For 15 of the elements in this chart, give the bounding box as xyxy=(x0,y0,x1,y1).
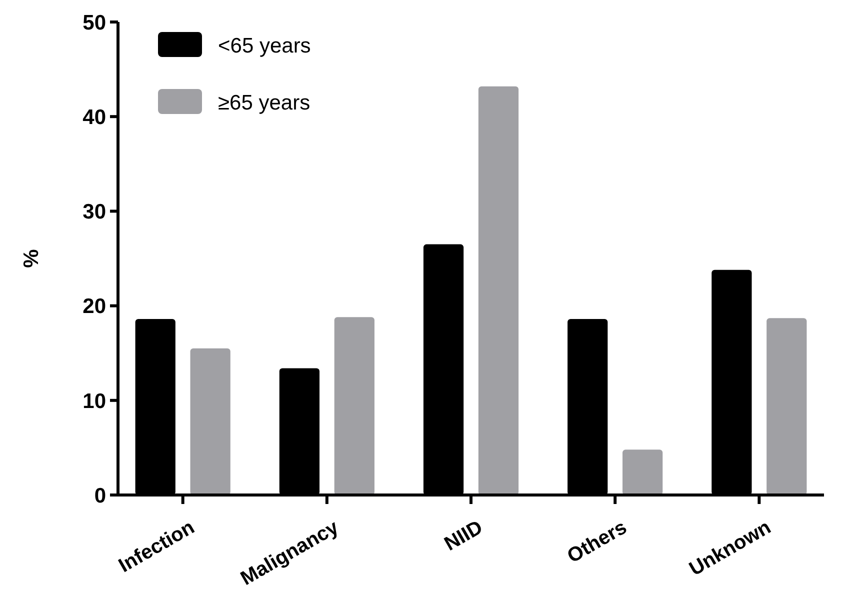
legend-label: ≥65 years xyxy=(218,91,310,114)
y-tick-label: 40 xyxy=(82,106,106,129)
y-axis-title: % xyxy=(20,248,43,268)
legend-label: <65 years xyxy=(218,34,311,58)
bar xyxy=(622,450,663,495)
bar xyxy=(334,317,374,495)
bar xyxy=(478,86,519,495)
y-tick-label: 10 xyxy=(82,390,106,413)
bar xyxy=(766,318,807,495)
y-tick-label: 0 xyxy=(94,484,106,508)
y-tick-label: 30 xyxy=(82,200,106,224)
x-tick-label: NIID xyxy=(440,516,486,556)
bar xyxy=(190,348,230,495)
y-tick-label: 20 xyxy=(82,295,106,318)
y-tick-label: 50 xyxy=(82,11,106,34)
